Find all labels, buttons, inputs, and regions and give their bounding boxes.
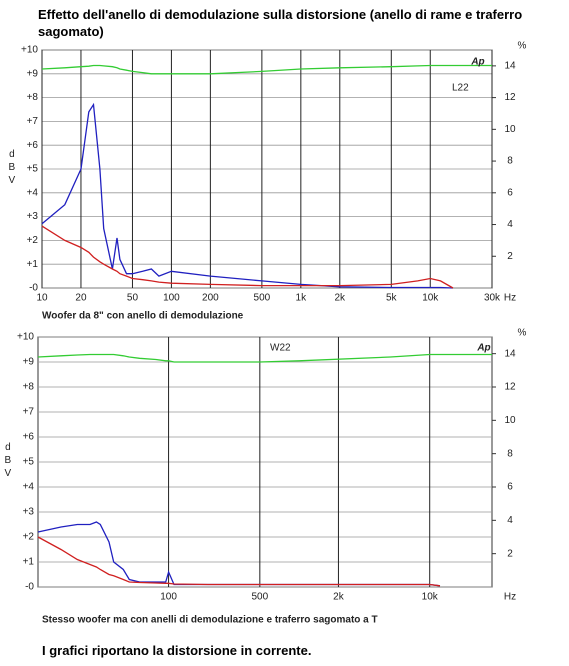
x-tick-label: 10 (36, 293, 48, 304)
annotation: L22 (452, 83, 469, 94)
x-tick-label: 10k (422, 592, 439, 603)
x-tick-label: 50 (127, 293, 139, 304)
y-tick-label: +3 (27, 211, 39, 222)
y2-tick-label: 10 (504, 415, 516, 426)
y2-tick-label: 2 (507, 548, 513, 559)
y2-tick-label: 4 (507, 219, 513, 230)
y-axis-label: dBV (6, 149, 17, 188)
x-tick-label: 100 (163, 293, 180, 304)
series-line (41, 225, 454, 289)
y-axis-label: dBV (2, 442, 13, 481)
y-tick-label: +10 (17, 332, 34, 343)
logo: Ap (476, 343, 490, 354)
x-tick-label: 200 (202, 293, 219, 304)
note: I grafici riportano la distorsione in co… (42, 643, 312, 658)
x-tick-label: 500 (254, 293, 271, 304)
y-tick-label: +7 (27, 116, 39, 127)
y-tick-label: +9 (23, 357, 35, 368)
y-tick-label: +5 (23, 457, 35, 468)
y2-tick-label: 12 (504, 92, 516, 103)
annotation: W22 (270, 343, 291, 354)
x-axis-label: Hz (504, 293, 516, 304)
series-line (37, 353, 492, 363)
logo: Ap (470, 57, 484, 68)
series-line (37, 536, 441, 587)
x-tick-label: 10k (422, 293, 439, 304)
y-tick-label: +6 (27, 140, 39, 151)
y-tick-label: +3 (23, 507, 35, 518)
y2-tick-label: 14 (504, 348, 516, 359)
y2-tick-label: 6 (507, 187, 513, 198)
series-line (41, 64, 492, 75)
y-tick-label: +8 (23, 382, 35, 393)
x-tick-label: 20 (75, 293, 87, 304)
y-tick-label: +6 (23, 432, 35, 443)
y2-tick-label: 14 (504, 61, 516, 72)
y-tick-label: +10 (21, 45, 38, 56)
y-tick-label: +5 (27, 164, 39, 175)
y-tick-label: +2 (23, 532, 35, 543)
caption: Woofer da 8" con anello di demodulazione (42, 311, 244, 322)
y-tick-label: +1 (27, 259, 39, 270)
caption: Stesso woofer ma con anelli di demodulaz… (42, 615, 378, 626)
y2-tick-label: 8 (507, 156, 513, 167)
y2-tick-label: 6 (507, 482, 513, 493)
y-tick-label: -0 (25, 582, 34, 593)
x-tick-label: 30k (484, 293, 501, 304)
x-tick-label: 2k (335, 293, 347, 304)
series-line (41, 102, 454, 289)
x-tick-label: 5k (386, 293, 398, 304)
x-tick-label: 100 (160, 592, 177, 603)
y2-axis-label: % (518, 328, 527, 339)
y-tick-label: +4 (27, 187, 39, 198)
x-tick-label: 1k (296, 293, 308, 304)
y-tick-label: -0 (29, 283, 38, 294)
x-axis-label: Hz (504, 592, 516, 603)
page-title: Effetto dell'anello di demodulazione sul… (38, 7, 523, 39)
x-tick-label: 500 (251, 592, 268, 603)
y2-axis-label: % (518, 41, 527, 52)
y2-tick-label: 12 (504, 382, 516, 393)
x-tick-label: 2k (333, 592, 345, 603)
y-tick-label: +7 (23, 407, 35, 418)
y2-tick-label: 2 (507, 251, 513, 262)
y2-tick-label: 4 (507, 515, 513, 526)
y-tick-label: +1 (23, 557, 35, 568)
y-tick-label: +9 (27, 68, 39, 79)
y-tick-label: +4 (23, 482, 35, 493)
y2-tick-label: 8 (507, 448, 513, 459)
y-tick-label: +2 (27, 235, 39, 246)
y2-tick-label: 10 (504, 124, 516, 135)
y-tick-label: +8 (27, 92, 39, 103)
